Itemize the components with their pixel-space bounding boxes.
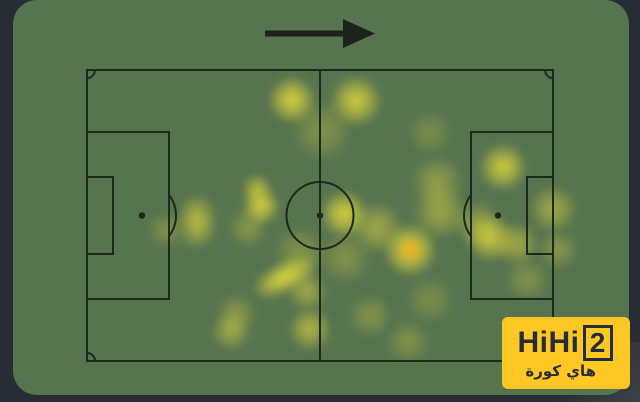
heat-blob xyxy=(287,271,327,311)
heat-blob xyxy=(348,294,392,338)
heat-blob xyxy=(177,209,217,249)
heat-blob xyxy=(383,223,437,277)
heat-blob xyxy=(406,276,454,324)
heat-blob xyxy=(479,143,527,191)
heat-blob xyxy=(292,101,352,161)
hihi2-logo-badge: HiHi 2 هاي كورة xyxy=(502,317,630,389)
heat-blob xyxy=(288,307,332,351)
heat-blob-hot-core xyxy=(394,234,426,266)
heat-blob xyxy=(538,230,578,270)
heat-blob xyxy=(505,258,549,302)
heat-blob xyxy=(228,208,268,248)
heat-blob xyxy=(211,311,251,351)
logo-wordmark: HiHi 2 xyxy=(510,324,620,361)
logo-text-main: HiHi xyxy=(517,325,580,359)
heat-blob xyxy=(319,232,371,284)
heat-blob xyxy=(529,185,577,233)
heat-blob xyxy=(408,111,452,155)
logo-boxed-digit: 2 xyxy=(582,324,613,361)
heat-blob xyxy=(386,320,430,364)
logo-tagline-arabic: هاي كورة xyxy=(525,361,596,380)
